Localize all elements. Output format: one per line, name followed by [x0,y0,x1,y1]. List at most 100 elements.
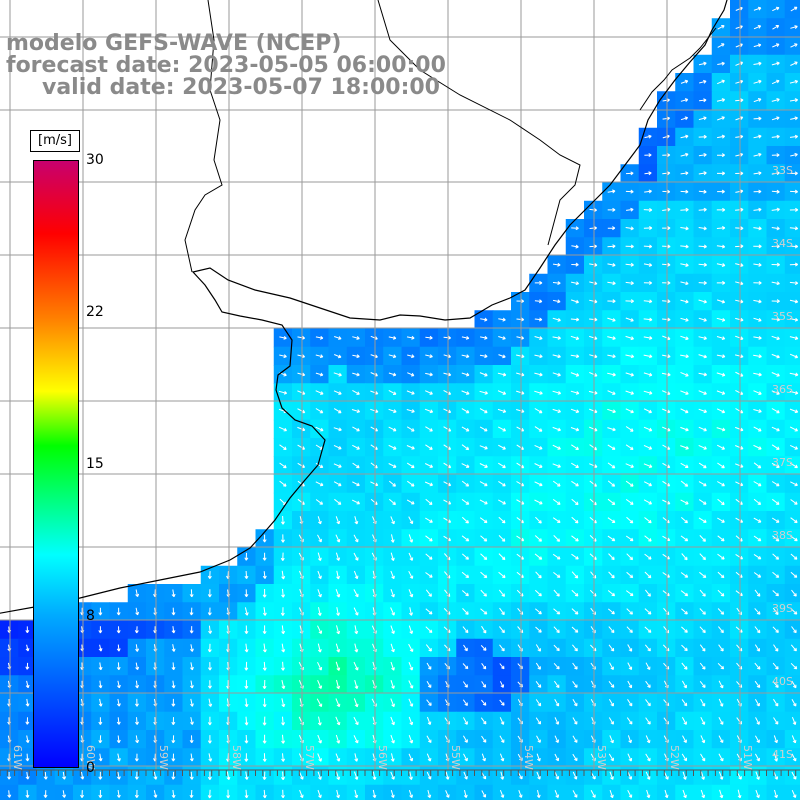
wind-arrow [698,336,707,340]
wind-arrow [116,626,121,634]
wind-arrow [753,207,762,212]
wind-arrow [717,134,726,139]
wind-arrow [280,771,285,781]
wind-arrow [625,226,634,231]
wind-arrow [771,299,780,304]
wind-arrow [134,771,139,780]
wind-cell [784,748,800,768]
wind-arrow [536,735,541,743]
wind-arrow [753,498,762,505]
wind-cell [474,784,494,800]
wind-arrow [645,717,651,725]
title-forecast-date: forecast date: 2023-05-05 06:00:00 [6,53,446,78]
wind-arrow [388,335,397,340]
wind-arrow [116,735,121,744]
wind-arrow [681,626,688,633]
wind-arrow [626,516,634,524]
wind-arrow [425,498,433,505]
wind-arrow [425,335,433,340]
wind-arrow [98,680,103,689]
wind-arrow [425,644,432,652]
wind-arrow [754,680,761,688]
wind-arrow [552,390,562,395]
wind-arrow [189,771,194,780]
wind-arrow [625,463,634,468]
wind-arrow [315,426,324,432]
wind-arrow [135,607,140,616]
wind-arrow [499,681,505,688]
wind-arrow [498,462,506,469]
wind-arrow [753,336,762,340]
wind-arrow [608,698,614,707]
wind-arrow [552,408,561,414]
longitude-labels: 61W 60W 59W 58W 57W 56W 55W 54W 53W 52W 51W [11,745,754,770]
wind-arrow [643,263,653,267]
wind-arrow [207,735,212,744]
wind-arrow [408,534,414,543]
wind-arrow [352,354,360,359]
wind-arrow [336,679,341,690]
wind-arrow [407,354,415,359]
wind-arrow [171,626,176,634]
wind-arrow [680,499,689,505]
wind-arrow [498,535,506,542]
longitude-label: 56W [376,745,389,770]
wind-arrow [789,408,799,414]
wind-arrow [426,753,432,762]
wind-arrow [534,535,542,542]
wind-arrow [753,244,762,249]
wind-arrow [789,207,799,212]
colorbar-tick-22: 22 [86,304,104,320]
wind-arrow [463,771,468,780]
wind-arrow [281,588,286,598]
wind-arrow [771,153,780,158]
wind-arrow [680,317,689,322]
wind-arrow [388,463,397,468]
wind-cell [784,547,800,567]
longitude-label: 60W [84,745,97,770]
wind-arrow [717,43,725,48]
wind-arrow [662,189,671,194]
wind-cell [419,784,439,800]
wind-arrow [333,408,342,414]
wind-arrow [753,61,762,66]
wind-arrow [553,662,560,670]
wind-arrow [518,790,523,798]
wind-arrow [461,408,470,414]
wind-arrow [317,625,323,635]
wind-arrow [718,626,724,634]
wind-arrow [408,570,414,579]
wind-arrow [189,735,194,744]
wind-cell [784,438,800,457]
wind-arrow [590,790,596,798]
wind-arrow [607,189,616,194]
wind-arrow [552,426,561,432]
wind-arrow [790,43,798,48]
wind-arrow [681,608,688,615]
wind-arrow [534,589,542,597]
wind-arrow [424,481,434,487]
wind-arrow [698,189,707,194]
wind-arrow [299,789,304,799]
wind-arrow [190,717,194,725]
wind-arrow [716,390,726,395]
wind-arrow [552,262,561,267]
wind-arrow [426,771,432,780]
wind-arrow [645,589,651,597]
wind-arrow [25,662,30,670]
wind-arrow [753,152,762,157]
wind-arrow [552,553,561,560]
wind-arrow [280,661,285,671]
wind-arrow [353,552,359,561]
wind-arrow [680,226,689,231]
wind-arrow [570,427,580,432]
wind-arrow [644,134,652,139]
wind-arrow [626,571,634,579]
wind-arrow [645,680,651,688]
wind-arrow [535,680,542,688]
wind-arrow [352,462,360,469]
wind-arrow [479,426,488,432]
wind-arrow [80,771,85,780]
wind-arrow [315,481,324,487]
